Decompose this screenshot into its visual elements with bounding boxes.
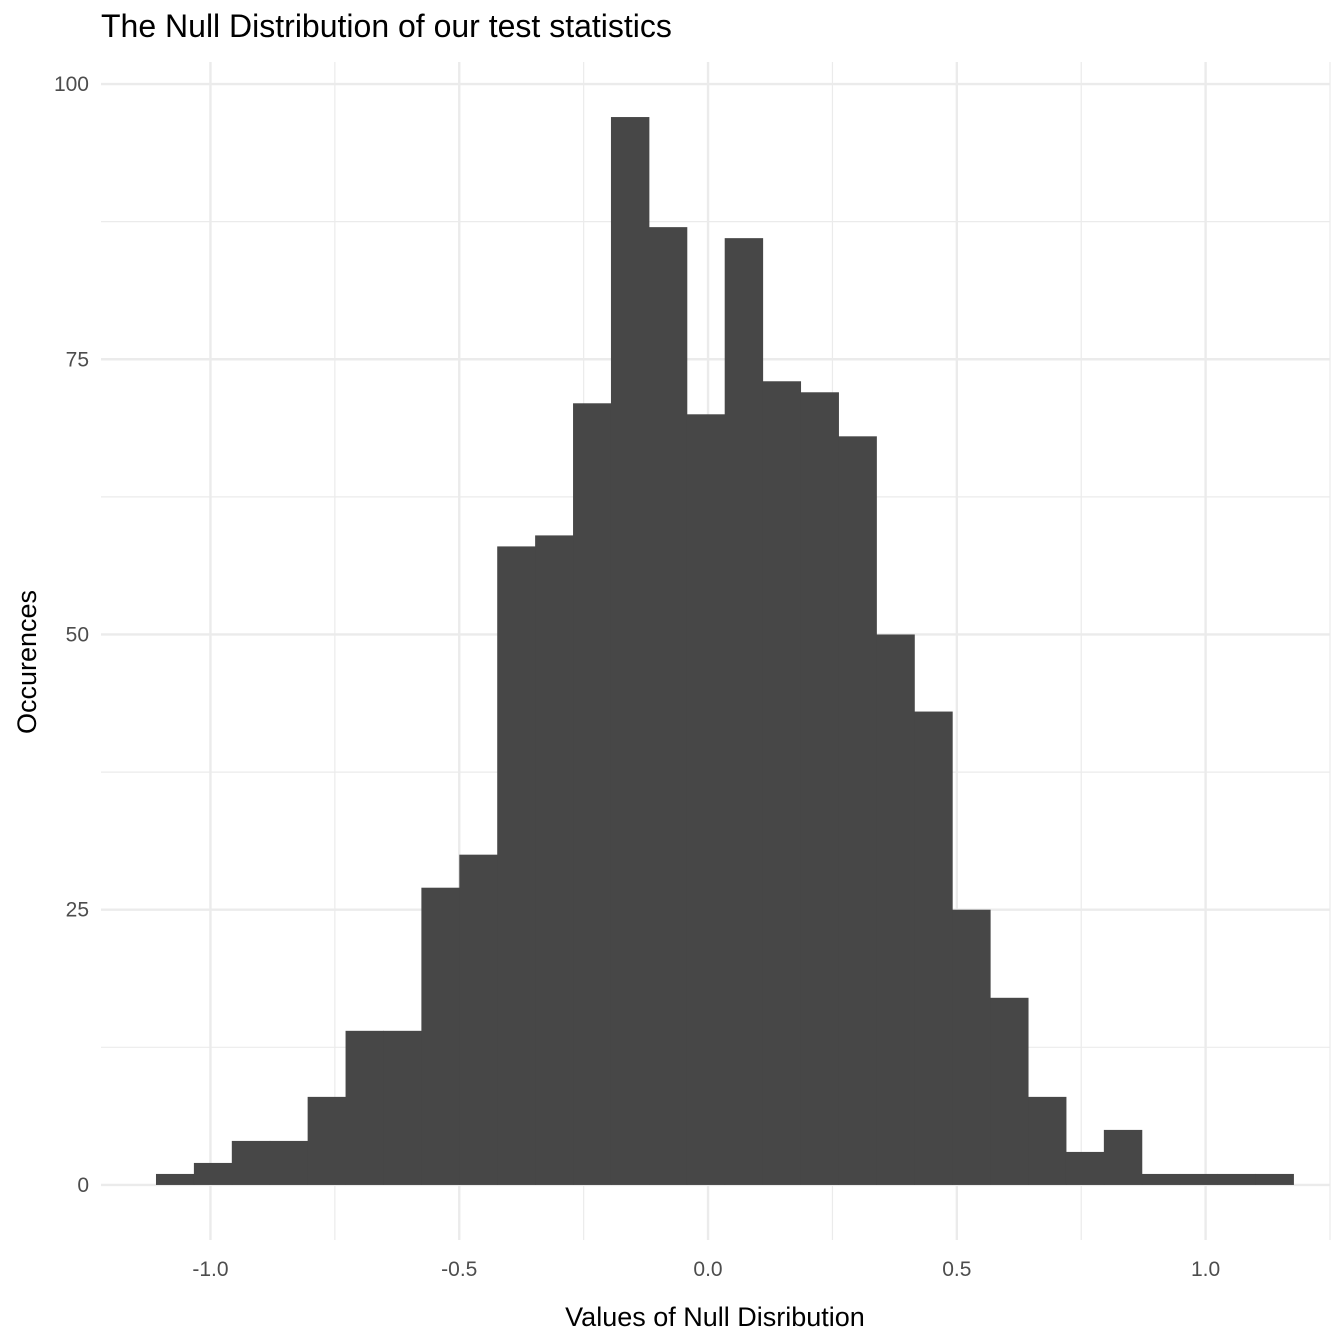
histogram-bar <box>269 1140 309 1185</box>
histogram-bar <box>573 403 612 1185</box>
histogram-bar <box>762 381 802 1185</box>
y-axis-title: Occurences <box>12 590 42 734</box>
y-tick-label: 0 <box>77 1174 89 1197</box>
histogram-bar <box>724 238 764 1185</box>
histogram-bar <box>231 1140 271 1185</box>
histogram-bar <box>345 1030 384 1185</box>
histogram-bar <box>193 1162 233 1185</box>
histogram-bar <box>383 1030 422 1185</box>
histogram-bar <box>1179 1173 1219 1185</box>
histogram-bar <box>535 535 574 1185</box>
histogram-bar <box>914 711 953 1185</box>
y-tick-label: 75 <box>66 348 89 371</box>
y-tick-label: 25 <box>66 899 89 922</box>
histogram-bar <box>610 117 650 1185</box>
histogram-bar <box>1028 1096 1067 1185</box>
histogram-bar <box>1065 1151 1105 1185</box>
x-tick-label: 1.0 <box>1191 1258 1220 1281</box>
histogram-bar <box>686 414 726 1185</box>
histogram-bar <box>838 436 877 1185</box>
histogram-bar <box>990 997 1029 1185</box>
histogram-bar <box>1217 1173 1257 1185</box>
y-tick-label: 100 <box>54 73 89 96</box>
x-axis-tick-labels: -1.0 -0.5 0.0 0.5 1.0 <box>192 1258 1220 1281</box>
histogram-bar <box>1141 1173 1181 1185</box>
histogram-bar <box>1255 1173 1294 1185</box>
histogram-bars <box>155 117 1294 1185</box>
histogram-bar <box>952 909 991 1185</box>
x-tick-label: 0.0 <box>693 1258 722 1281</box>
y-tick-label: 50 <box>66 623 89 646</box>
x-tick-label: -0.5 <box>441 1258 477 1281</box>
histogram-bar <box>421 887 460 1185</box>
histogram-bar <box>459 854 498 1185</box>
x-tick-label: 0.5 <box>942 1258 971 1281</box>
histogram-bar <box>648 227 688 1185</box>
x-tick-label: -1.0 <box>192 1258 228 1281</box>
histogram-bar <box>800 392 839 1185</box>
histogram-bar <box>307 1096 347 1185</box>
y-axis-tick-labels: 0 25 50 75 100 <box>54 73 89 1197</box>
x-axis-title: Values of Null Disribution <box>565 1302 865 1332</box>
histogram-bar <box>497 546 536 1185</box>
histogram-bar <box>155 1173 195 1185</box>
chart-title: The Null Distribution of our test statis… <box>101 8 672 44</box>
histogram-bar <box>876 634 915 1185</box>
histogram-bar <box>1103 1129 1143 1185</box>
